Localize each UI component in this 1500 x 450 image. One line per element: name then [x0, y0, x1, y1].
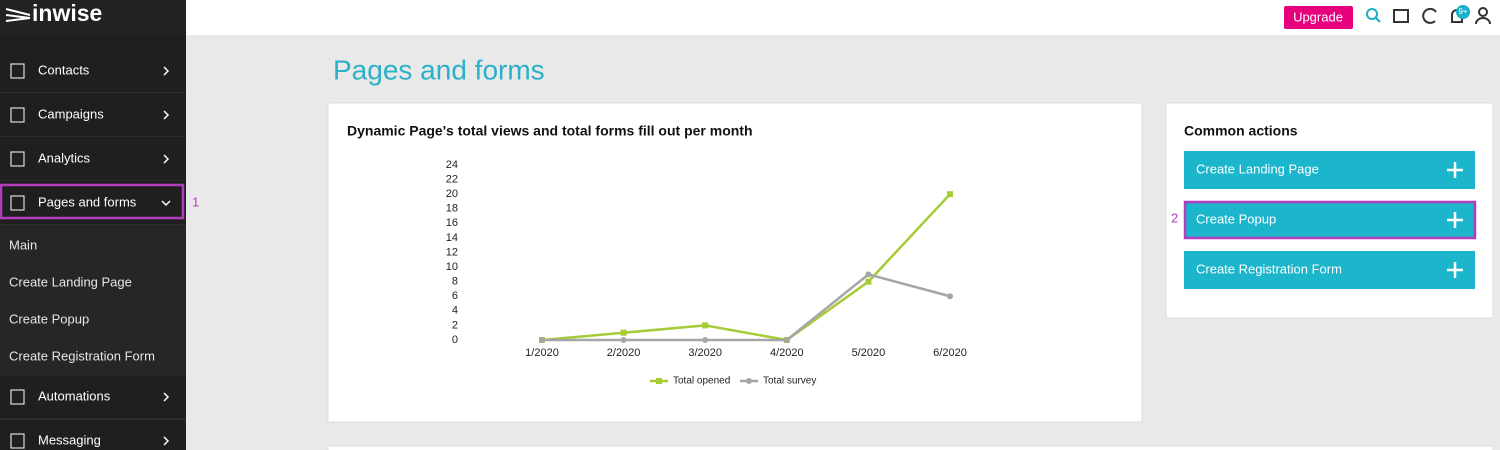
y-tick-label: 24	[446, 159, 458, 171]
y-tick-label: 18	[446, 203, 458, 215]
action-button[interactable]	[1184, 151, 1475, 189]
plus-icon	[1447, 262, 1463, 278]
menu-icon	[10, 389, 25, 405]
point	[947, 191, 953, 198]
menu-icon	[10, 195, 25, 211]
chevron	[163, 66, 170, 76]
point	[539, 337, 545, 343]
x-tick-label: 4/2020	[770, 347, 804, 359]
menu-item[interactable]	[0, 49, 186, 93]
y-tick-label: 10	[446, 261, 458, 273]
chevron	[163, 110, 170, 120]
y-tick-label: 6	[452, 290, 458, 302]
point	[865, 271, 872, 278]
y-tick-label: 16	[446, 217, 458, 229]
menu-item[interactable]	[0, 137, 186, 181]
chevron	[163, 392, 170, 402]
y-tick-label: 4	[452, 305, 458, 317]
upgrade-label: Upgrade	[1293, 9, 1343, 24]
lower-card	[327, 445, 1494, 450]
y-tick-label: 12	[446, 246, 458, 258]
series-line	[542, 273, 951, 342]
y-tick-label: 0	[452, 334, 458, 346]
chevron	[163, 436, 170, 446]
point	[865, 278, 872, 285]
chart-card	[327, 102, 1143, 423]
menu-icon	[10, 151, 25, 167]
legend-label: Total survey	[763, 376, 816, 387]
y-tick-label: 20	[446, 188, 458, 200]
menu-icon	[10, 433, 25, 449]
logo: inwise	[32, 0, 102, 26]
y-tick-label: 2	[452, 319, 458, 331]
upgrade-button[interactable]	[1284, 6, 1353, 29]
series-line	[541, 193, 951, 342]
action-button[interactable]	[1184, 251, 1475, 289]
point	[702, 322, 709, 329]
plus-icon	[1447, 212, 1463, 228]
menu-label[interactable]: Messaging	[38, 432, 101, 447]
logo-area	[0, 0, 186, 35]
x-tick-label: 5/2020	[852, 347, 886, 359]
action-label: Create Registration Form	[1196, 261, 1342, 276]
notification-badge	[1456, 5, 1470, 19]
action-button[interactable]	[1184, 201, 1475, 239]
legend-label: Total opened	[673, 376, 730, 387]
menu-label: Pages and forms	[38, 194, 137, 209]
page-title: Pages and forms	[333, 54, 545, 85]
point	[947, 293, 953, 300]
menu-label: Contacts	[38, 62, 90, 77]
x-tick-label: 2/2020	[607, 347, 641, 359]
plus-icon	[1447, 162, 1463, 178]
submenu-item[interactable]: Main	[9, 237, 37, 252]
menu-icon	[10, 63, 25, 79]
legend-marker	[656, 378, 662, 384]
submenu-item[interactable]: Create Landing Page	[9, 274, 132, 289]
submenu-bg	[0, 227, 186, 376]
menu-label: Analytics	[38, 150, 91, 165]
active-highlight	[0, 183, 185, 220]
annotation: 2	[1171, 210, 1178, 225]
action-highlight	[1183, 200, 1477, 240]
x-tick-label: 6/2020	[933, 347, 967, 359]
submenu-item[interactable]: Create Popup	[9, 311, 89, 326]
y-tick-label: 14	[446, 232, 458, 244]
chevron	[161, 200, 171, 207]
y-tick-label: 8	[452, 276, 458, 288]
submenu-item[interactable]: Create Registration Form	[9, 348, 155, 363]
chart-title: Dynamic Page's total views and total for…	[347, 123, 753, 139]
badge-count: 9+	[1458, 7, 1467, 16]
logo-mark	[5, 8, 31, 22]
chevron	[163, 154, 170, 164]
action-label: Create Landing Page	[1196, 161, 1319, 176]
menu-item[interactable]	[0, 93, 186, 137]
actions-title: Common actions	[1184, 123, 1298, 139]
menu-icon	[10, 107, 25, 123]
x-tick-label: 3/2020	[688, 347, 722, 359]
point	[620, 337, 627, 343]
x-tick-label: 1/2020	[525, 347, 559, 359]
annotation: 1	[192, 194, 199, 209]
point	[620, 329, 627, 336]
y-tick-label: 22	[446, 173, 458, 185]
point	[783, 337, 790, 343]
top-bar	[186, 0, 1500, 35]
action-label: Create Popup	[1196, 211, 1276, 226]
menu-label[interactable]: Automations	[38, 388, 111, 403]
legend-marker	[746, 378, 752, 384]
point	[702, 337, 709, 343]
menu-label: Campaigns	[38, 106, 104, 121]
